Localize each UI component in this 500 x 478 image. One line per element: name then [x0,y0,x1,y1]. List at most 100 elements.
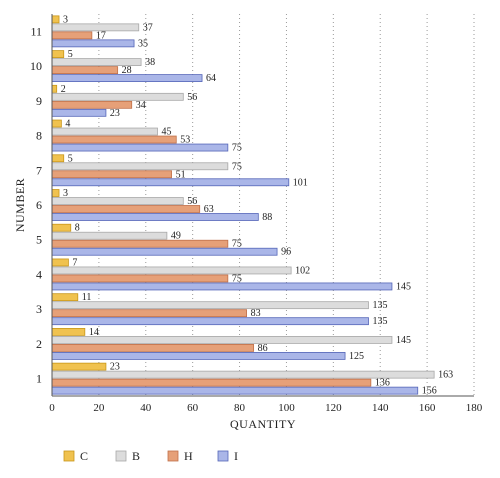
data-labels-layer: 2316313615614145861251113583135710275145… [61,14,453,396]
data-label: 102 [295,265,310,276]
data-label: 28 [122,65,132,76]
y-category-label: 7 [36,163,42,177]
bar-c-2 [51,328,86,336]
bar-h-2 [51,344,255,352]
bar-c-5 [51,223,72,232]
bar-h-11 [51,31,93,40]
bar-i-6 [51,213,259,221]
data-label: 4 [65,119,70,130]
bar-i-2 [51,352,346,360]
data-label: 23 [110,362,120,373]
legend-label: C [80,449,88,463]
bar-c-11 [51,15,60,24]
data-label: 156 [422,386,437,397]
data-label: 34 [136,100,146,111]
legend-swatch-i [217,450,229,462]
y-category-label: 2 [36,337,42,351]
bar-b-5 [51,231,168,240]
y-category-label: 11 [30,24,42,38]
data-label: 88 [262,212,272,223]
data-label: 83 [251,308,261,319]
bar-h-7 [51,170,172,179]
bar-h-5 [51,239,229,248]
legend-label: H [184,449,193,463]
bar-h-8 [51,135,177,144]
y-category-label: 3 [36,302,42,316]
data-label: 163 [438,370,453,381]
y-category-label: 1 [36,372,42,386]
bars-layer [51,15,435,395]
bar-i-11 [51,39,135,48]
y-category-label: 8 [36,129,42,143]
data-label: 5 [68,153,73,164]
bar-c-7 [51,154,65,163]
x-tick-label: 40 [140,402,152,414]
x-tick-label: 100 [278,402,295,414]
bar-h-6 [51,205,201,213]
data-label: 17 [96,30,106,41]
bar-c-6 [51,189,60,197]
data-label: 86 [258,343,268,354]
y-category-label: 10 [30,59,42,73]
data-label: 37 [143,22,153,33]
data-label: 35 [138,38,148,49]
bar-h-4 [51,274,229,283]
bar-b-2 [51,336,393,344]
bar-i-5 [51,247,278,256]
y-category-label: 5 [36,233,42,247]
bar-c-4 [51,258,69,267]
bar-c-8 [51,119,62,128]
data-label: 49 [171,231,181,242]
data-label: 75 [232,143,242,154]
bar-h-3 [51,309,247,318]
y-category-label: 4 [36,267,42,281]
bar-i-8 [51,143,229,152]
data-label: 8 [75,223,80,234]
data-label: 3 [63,14,68,25]
data-label: 51 [176,169,186,180]
bar-c-10 [51,50,65,58]
x-tick-label: 120 [325,402,342,414]
legend-swatch-c [63,450,75,462]
legend-swatch-h [167,450,179,462]
bar-i-9 [51,108,107,117]
data-label: 101 [293,177,308,188]
bar-b-7 [51,162,229,171]
data-label: 75 [232,239,242,250]
data-label: 145 [396,281,411,292]
data-label: 11 [82,292,92,303]
data-label: 96 [281,247,291,258]
data-label: 136 [375,378,390,389]
data-label: 38 [145,57,155,68]
bar-h-10 [51,66,119,74]
data-label: 7 [72,257,77,268]
data-label: 135 [373,300,388,311]
data-label: 63 [204,204,214,215]
data-label: 75 [232,273,242,284]
bar-c-1 [51,362,107,371]
x-tick-label: 60 [187,402,199,414]
data-label: 5 [68,49,73,60]
y-category-label: 6 [36,198,42,212]
bar-c-3 [51,293,79,302]
data-label: 2 [61,84,66,95]
x-tick-label: 180 [466,402,483,414]
x-tick-label: 140 [372,402,389,414]
data-label: 64 [206,73,216,84]
bar-b-3 [51,301,369,310]
bar-i-3 [51,317,369,326]
x-tick-label: 160 [419,402,436,414]
y-category-label: 9 [36,94,42,108]
bar-c-9 [51,84,58,93]
y-axis-title: NUMBER [13,178,27,232]
data-label: 75 [232,161,242,172]
data-label: 14 [89,327,99,338]
legend-swatch-b [115,450,127,462]
x-tick-label: 20 [93,402,105,414]
x-tick-label: 0 [49,402,55,414]
legend-label: I [234,449,238,463]
